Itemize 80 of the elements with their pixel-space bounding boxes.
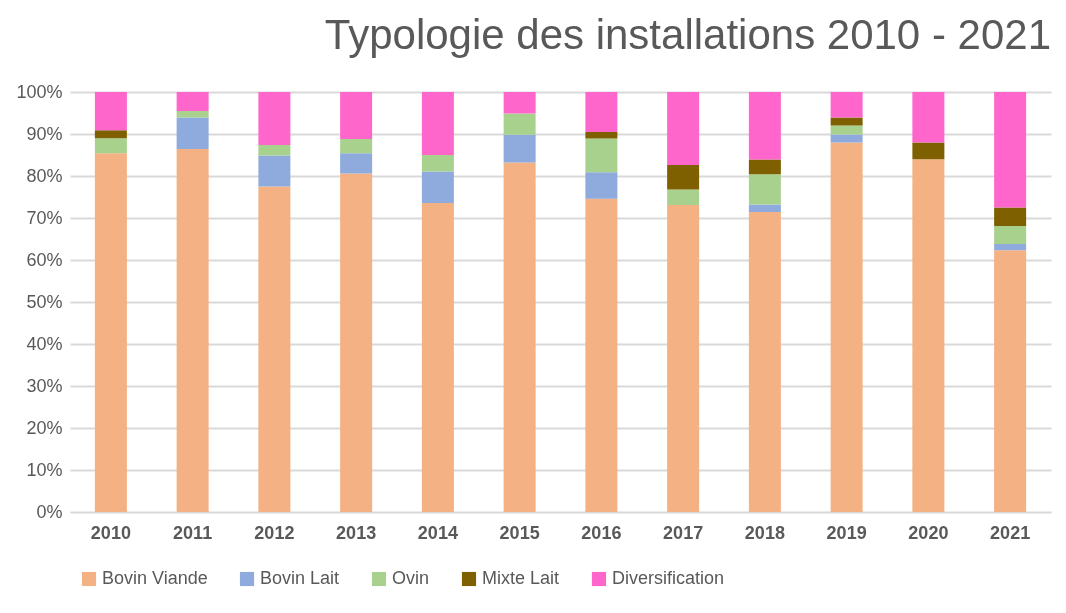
bar — [994, 250, 1027, 512]
x-tick-label: 2020 — [908, 522, 949, 543]
bar — [667, 204, 700, 512]
bar — [176, 149, 209, 512]
x-tick-label: 2017 — [663, 522, 704, 543]
bar — [585, 92, 618, 132]
bar — [421, 202, 454, 512]
bar — [340, 139, 373, 154]
bar — [830, 134, 863, 143]
bar — [258, 186, 291, 512]
bar — [503, 162, 536, 512]
bar — [830, 142, 863, 512]
x-tick-label: 2019 — [826, 522, 867, 543]
bar — [585, 172, 618, 199]
bar — [340, 173, 373, 512]
bar — [421, 92, 454, 155]
bar — [748, 204, 781, 213]
bar — [912, 159, 945, 512]
bar — [912, 142, 945, 160]
legend-label: Ovin — [392, 568, 430, 588]
bar — [994, 92, 1027, 208]
x-tick-label: 2012 — [254, 522, 295, 543]
legend-label: Bovin Lait — [260, 568, 340, 588]
x-tick-label: 2013 — [336, 522, 377, 543]
bar — [258, 144, 291, 156]
bar — [503, 134, 536, 163]
bar — [667, 189, 700, 205]
bar — [94, 153, 127, 512]
bar — [830, 125, 863, 135]
bar — [994, 225, 1027, 245]
y-tick-label: 30% — [26, 375, 63, 396]
bar — [994, 207, 1027, 226]
bar — [176, 117, 209, 150]
bar — [421, 171, 454, 203]
x-tick-label: 2016 — [581, 522, 622, 543]
y-tick-label: 20% — [26, 417, 63, 438]
x-tick-label: 2011 — [173, 522, 213, 543]
x-tick-label: 2018 — [744, 522, 785, 543]
y-tick-label: 70% — [26, 207, 63, 228]
x-tick-label: 2010 — [90, 522, 131, 543]
bar — [94, 138, 127, 154]
bar — [994, 244, 1027, 251]
bar — [340, 153, 373, 174]
bar — [667, 165, 700, 190]
bar — [748, 92, 781, 160]
bar — [748, 159, 781, 175]
bar — [176, 110, 209, 118]
bar — [340, 92, 373, 140]
bar — [94, 92, 127, 131]
x-tick-label: 2021 — [990, 522, 1031, 543]
y-tick-label: 50% — [26, 291, 63, 312]
bar — [748, 174, 781, 205]
legend-label: Bovin Viande — [102, 568, 208, 588]
bar — [830, 92, 863, 118]
y-tick-label: 90% — [26, 123, 63, 144]
chart-title: Typologie des installations 2010 - 2021 — [324, 11, 1051, 58]
bar — [585, 131, 618, 139]
y-tick-label: 40% — [26, 333, 63, 354]
legend-label: Mixte Lait — [482, 568, 560, 588]
bar — [585, 198, 618, 512]
y-tick-label: 60% — [26, 249, 63, 270]
bar — [94, 130, 127, 139]
legend-label: Diversification — [612, 568, 725, 588]
bar — [176, 92, 209, 111]
bar — [667, 92, 700, 166]
bar — [421, 155, 454, 172]
bar — [258, 92, 291, 145]
y-tick-label: 80% — [26, 165, 63, 186]
bar — [830, 117, 863, 126]
x-tick-label: 2014 — [417, 522, 458, 543]
x-tick-label: 2015 — [499, 522, 540, 543]
bar — [503, 92, 536, 114]
bar — [585, 138, 618, 173]
y-tick-label: 10% — [26, 459, 63, 480]
bar — [258, 155, 291, 187]
bar — [503, 113, 536, 135]
bar — [748, 212, 781, 512]
y-tick-label: 0% — [36, 501, 63, 522]
bar — [912, 92, 945, 143]
y-tick-label: 100% — [16, 81, 63, 102]
